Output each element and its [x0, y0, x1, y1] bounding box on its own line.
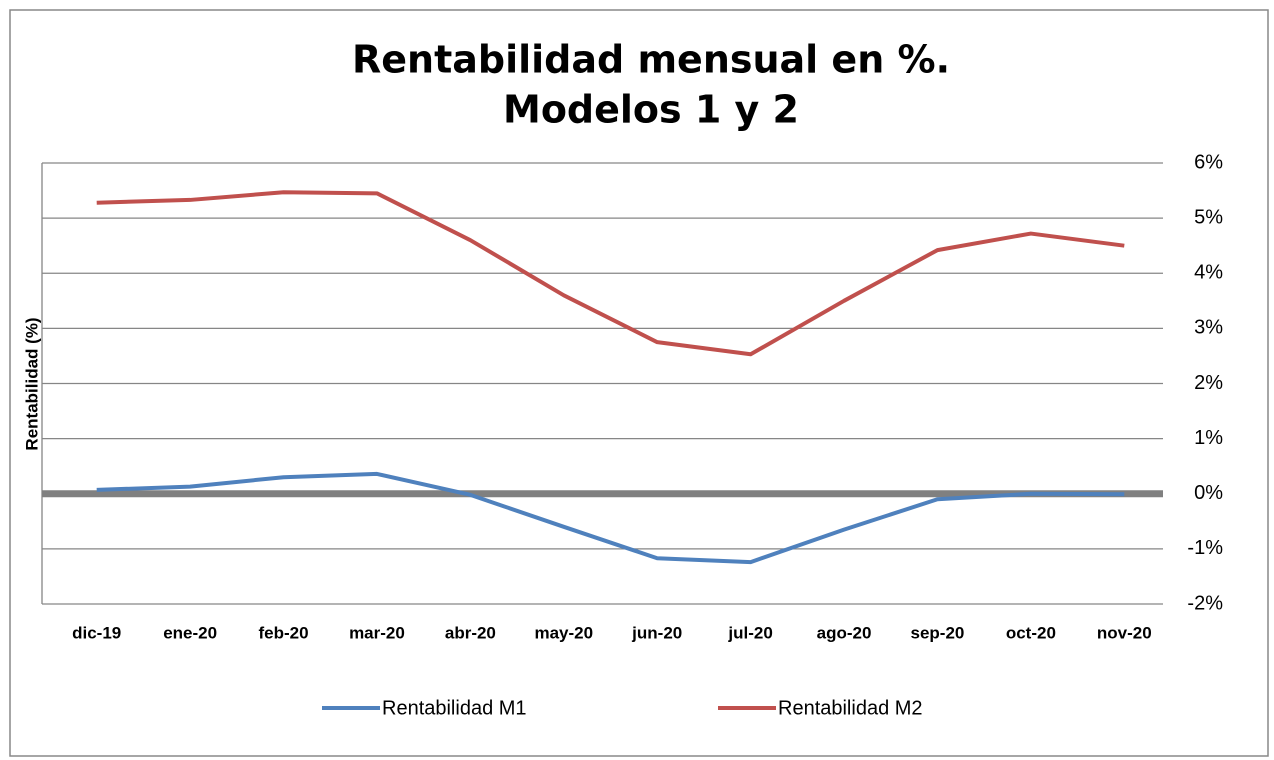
y-tick-label: 5%	[1194, 206, 1223, 228]
x-tick-label: ene-20	[163, 623, 217, 642]
x-tick-label: feb-20	[259, 623, 309, 642]
x-tick-label: ago-20	[817, 623, 872, 642]
y-tick-label: 2%	[1194, 372, 1223, 394]
y-tick-label: 6%	[1194, 151, 1223, 173]
y-tick-label: 0%	[1194, 482, 1223, 504]
series-line	[96, 190, 1125, 357]
chart-title: Modelos 1 y 2	[503, 88, 799, 132]
x-tick-label: dic-19	[72, 623, 121, 642]
x-tick-label: nov-20	[1097, 623, 1152, 642]
x-tick-label: jul-20	[727, 623, 772, 642]
series-line	[96, 471, 1125, 565]
y-tick-label: 1%	[1194, 427, 1223, 449]
y-axis-label: Rentabilidad (%)	[22, 317, 41, 450]
x-tick-label: mar-20	[349, 623, 405, 642]
y-tick-label: -2%	[1187, 592, 1223, 614]
x-tick-label: jun-20	[631, 623, 682, 642]
x-tick-label: oct-20	[1006, 623, 1056, 642]
y-tick-label: 4%	[1194, 262, 1223, 284]
legend-label: Rentabilidad M1	[382, 697, 527, 719]
chart-title: Rentabilidad mensual en %.	[352, 38, 950, 82]
y-tick-label: 3%	[1194, 317, 1223, 339]
x-tick-label: abr-20	[445, 623, 496, 642]
x-tick-label: sep-20	[911, 623, 965, 642]
legend-label: Rentabilidad M2	[778, 697, 923, 719]
y-tick-label: -1%	[1187, 537, 1223, 559]
x-tick-label: may-20	[534, 623, 593, 642]
